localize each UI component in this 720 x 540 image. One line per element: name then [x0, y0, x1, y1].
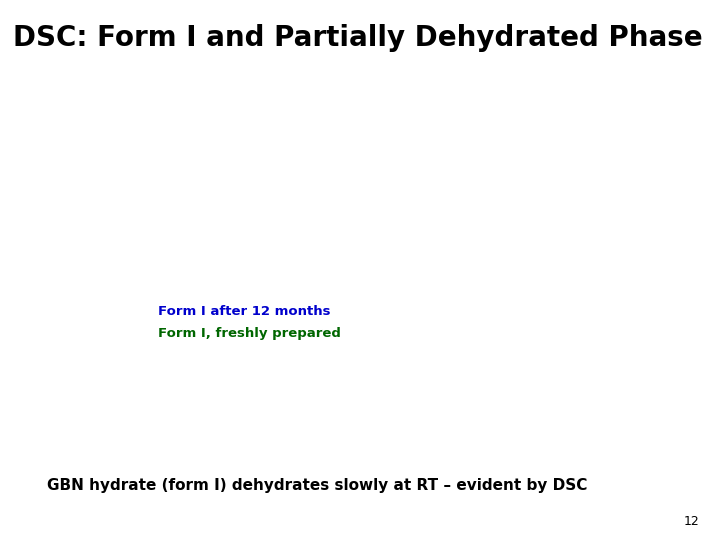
Text: Form I after 12 months: Form I after 12 months: [158, 305, 331, 318]
Text: GBN hydrate (form I) dehydrates slowly at RT – evident by DSC: GBN hydrate (form I) dehydrates slowly a…: [47, 478, 587, 493]
Text: DSC: Form I and Partially Dehydrated Phase: DSC: Form I and Partially Dehydrated Pha…: [13, 24, 703, 52]
Text: 12: 12: [684, 515, 700, 528]
Text: Form I, freshly prepared: Form I, freshly prepared: [158, 327, 341, 340]
